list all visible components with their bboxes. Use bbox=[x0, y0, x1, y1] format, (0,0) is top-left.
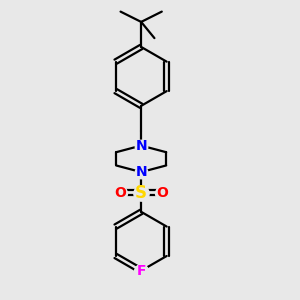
Text: O: O bbox=[114, 186, 126, 200]
Text: N: N bbox=[135, 165, 147, 179]
Text: O: O bbox=[156, 186, 168, 200]
Text: N: N bbox=[135, 139, 147, 153]
Text: S: S bbox=[135, 184, 147, 202]
Text: F: F bbox=[136, 264, 146, 278]
